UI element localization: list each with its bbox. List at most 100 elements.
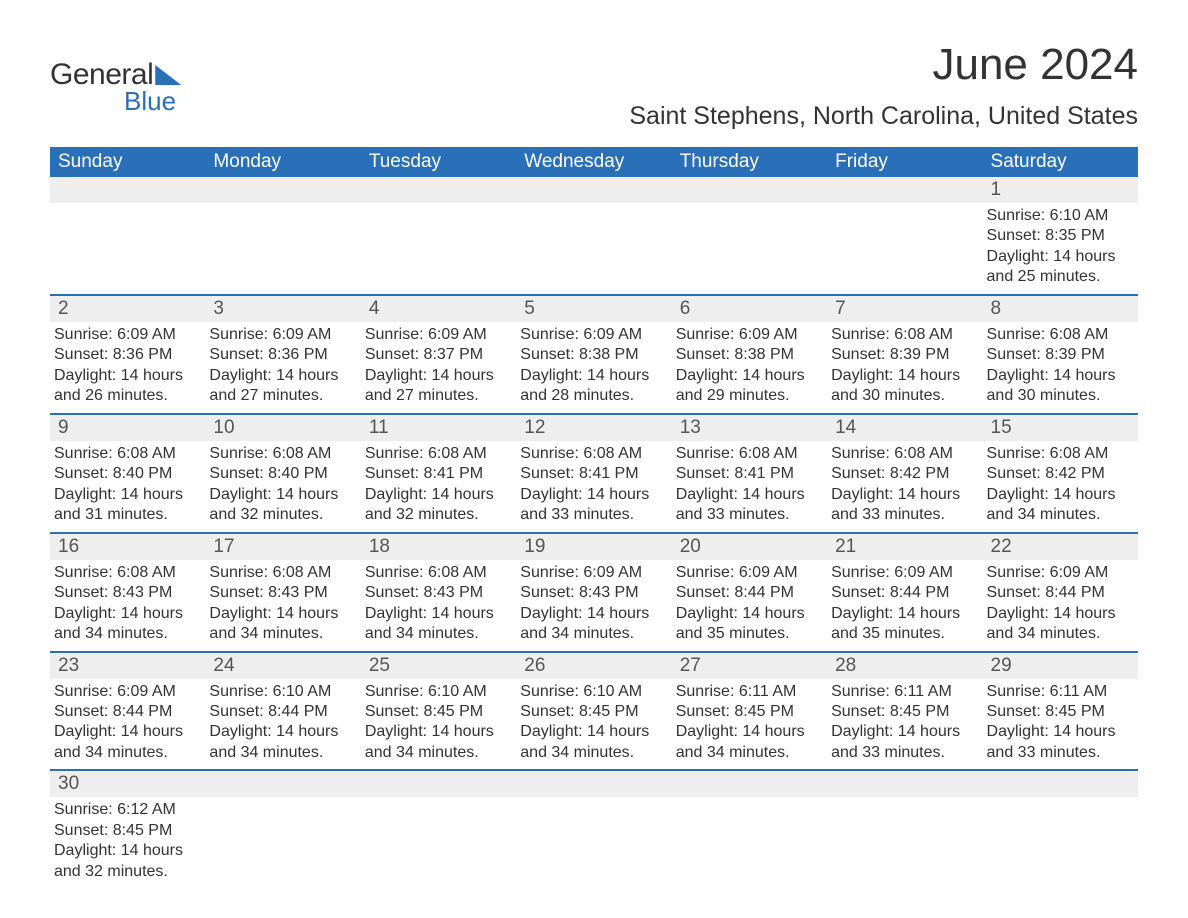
sunset-text: Sunset: 8:40 PM (54, 464, 197, 484)
day-cell (50, 203, 205, 295)
day-cell (205, 797, 360, 888)
sunset-text: Sunset: 8:36 PM (209, 345, 352, 365)
day-cell (361, 797, 516, 888)
sunrise-text: Sunrise: 6:09 AM (209, 325, 352, 345)
day-number (983, 770, 1138, 797)
day-cell: Sunrise: 6:08 AMSunset: 8:41 PMDaylight:… (361, 441, 516, 533)
calendar-table: Sunday Monday Tuesday Wednesday Thursday… (50, 147, 1138, 888)
day-cell: Sunrise: 6:08 AMSunset: 8:40 PMDaylight:… (50, 441, 205, 533)
daylight-text: Daylight: 14 hours (54, 604, 197, 624)
content-row: Sunrise: 6:10 AMSunset: 8:35 PMDaylight:… (50, 203, 1138, 295)
sunrise-text: Sunrise: 6:10 AM (365, 682, 508, 702)
day-number (827, 177, 982, 203)
sunset-text: Sunset: 8:44 PM (831, 583, 974, 603)
daylight-text: Daylight: 14 hours (54, 841, 197, 861)
sunrise-text: Sunrise: 6:09 AM (676, 325, 819, 345)
day-number (361, 770, 516, 797)
daylight-text: Daylight: 14 hours (676, 366, 819, 386)
sunrise-text: Sunrise: 6:08 AM (209, 563, 352, 583)
sunrise-text: Sunrise: 6:09 AM (987, 563, 1130, 583)
day-cell: Sunrise: 6:11 AMSunset: 8:45 PMDaylight:… (983, 679, 1138, 771)
content-row: Sunrise: 6:12 AMSunset: 8:45 PMDaylight:… (50, 797, 1138, 888)
daylight-text: and 34 minutes. (365, 624, 508, 644)
day-number: 5 (516, 295, 671, 322)
daylight-text: Daylight: 14 hours (987, 247, 1130, 267)
day-cell (983, 797, 1138, 888)
sunset-text: Sunset: 8:39 PM (831, 345, 974, 365)
day-cell: Sunrise: 6:09 AMSunset: 8:43 PMDaylight:… (516, 560, 671, 652)
day-cell: Sunrise: 6:10 AMSunset: 8:45 PMDaylight:… (361, 679, 516, 771)
sunset-text: Sunset: 8:42 PM (831, 464, 974, 484)
day-cell: Sunrise: 6:08 AMSunset: 8:39 PMDaylight:… (827, 322, 982, 414)
day-cell: Sunrise: 6:10 AMSunset: 8:45 PMDaylight:… (516, 679, 671, 771)
sunrise-text: Sunrise: 6:08 AM (365, 563, 508, 583)
daynum-row: 16171819202122 (50, 533, 1138, 560)
day-number: 13 (672, 414, 827, 441)
sunrise-text: Sunrise: 6:08 AM (987, 325, 1130, 345)
daylight-text: and 34 minutes. (987, 624, 1130, 644)
daylight-text: Daylight: 14 hours (365, 722, 508, 742)
sunset-text: Sunset: 8:41 PM (365, 464, 508, 484)
daylight-text: and 34 minutes. (209, 624, 352, 644)
sunset-text: Sunset: 8:44 PM (987, 583, 1130, 603)
sunrise-text: Sunrise: 6:12 AM (54, 800, 197, 820)
weekday-header: Sunday (50, 147, 205, 177)
sunset-text: Sunset: 8:43 PM (209, 583, 352, 603)
sunset-text: Sunset: 8:40 PM (209, 464, 352, 484)
day-number (672, 770, 827, 797)
content-row: Sunrise: 6:09 AMSunset: 8:36 PMDaylight:… (50, 322, 1138, 414)
day-number: 3 (205, 295, 360, 322)
daylight-text: Daylight: 14 hours (676, 604, 819, 624)
daylight-text: and 33 minutes. (676, 505, 819, 525)
day-cell: Sunrise: 6:08 AMSunset: 8:42 PMDaylight:… (827, 441, 982, 533)
day-cell: Sunrise: 6:08 AMSunset: 8:43 PMDaylight:… (361, 560, 516, 652)
day-number: 21 (827, 533, 982, 560)
day-number: 30 (50, 770, 205, 797)
weekday-row: Sunday Monday Tuesday Wednesday Thursday… (50, 147, 1138, 177)
sunset-text: Sunset: 8:35 PM (987, 226, 1130, 246)
day-number: 11 (361, 414, 516, 441)
sunrise-text: Sunrise: 6:10 AM (987, 206, 1130, 226)
day-cell (827, 203, 982, 295)
day-number: 28 (827, 652, 982, 679)
day-cell: Sunrise: 6:09 AMSunset: 8:44 PMDaylight:… (50, 679, 205, 771)
daylight-text: Daylight: 14 hours (54, 722, 197, 742)
day-number: 15 (983, 414, 1138, 441)
daylight-text: Daylight: 14 hours (676, 722, 819, 742)
day-cell: Sunrise: 6:08 AMSunset: 8:42 PMDaylight:… (983, 441, 1138, 533)
daylight-text: and 30 minutes. (987, 386, 1130, 406)
sunrise-text: Sunrise: 6:10 AM (520, 682, 663, 702)
day-number: 6 (672, 295, 827, 322)
daynum-row: 2345678 (50, 295, 1138, 322)
day-cell: Sunrise: 6:08 AMSunset: 8:40 PMDaylight:… (205, 441, 360, 533)
day-number: 8 (983, 295, 1138, 322)
day-cell: Sunrise: 6:08 AMSunset: 8:41 PMDaylight:… (672, 441, 827, 533)
daylight-text: and 33 minutes. (520, 505, 663, 525)
daylight-text: Daylight: 14 hours (365, 485, 508, 505)
daylight-text: Daylight: 14 hours (209, 722, 352, 742)
calendar-body: 1Sunrise: 6:10 AMSunset: 8:35 PMDaylight… (50, 177, 1138, 888)
day-number (205, 770, 360, 797)
sunrise-text: Sunrise: 6:08 AM (54, 563, 197, 583)
daylight-text: and 33 minutes. (987, 743, 1130, 763)
weekday-header: Wednesday (516, 147, 671, 177)
daylight-text: and 32 minutes. (54, 862, 197, 882)
daylight-text: and 35 minutes. (676, 624, 819, 644)
day-number: 25 (361, 652, 516, 679)
day-number (516, 770, 671, 797)
daylight-text: Daylight: 14 hours (54, 366, 197, 386)
calendar-head: Sunday Monday Tuesday Wednesday Thursday… (50, 147, 1138, 177)
sunset-text: Sunset: 8:45 PM (520, 702, 663, 722)
weekday-header: Saturday (983, 147, 1138, 177)
sunrise-text: Sunrise: 6:08 AM (987, 444, 1130, 464)
sunrise-text: Sunrise: 6:11 AM (987, 682, 1130, 702)
sunset-text: Sunset: 8:45 PM (365, 702, 508, 722)
day-cell: Sunrise: 6:09 AMSunset: 8:36 PMDaylight:… (50, 322, 205, 414)
sunset-text: Sunset: 8:43 PM (54, 583, 197, 603)
daylight-text: and 29 minutes. (676, 386, 819, 406)
sunset-text: Sunset: 8:45 PM (54, 821, 197, 841)
day-number: 29 (983, 652, 1138, 679)
sunset-text: Sunset: 8:44 PM (54, 702, 197, 722)
daylight-text: and 34 minutes. (365, 743, 508, 763)
sunrise-text: Sunrise: 6:09 AM (520, 563, 663, 583)
